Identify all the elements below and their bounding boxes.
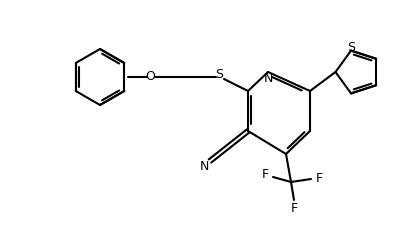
Text: S: S — [347, 41, 355, 54]
Text: O: O — [145, 70, 155, 84]
Text: F: F — [291, 201, 298, 215]
Text: N: N — [263, 72, 273, 84]
Text: S: S — [215, 67, 223, 80]
Text: F: F — [316, 172, 323, 186]
Text: N: N — [199, 160, 209, 172]
Text: F: F — [261, 168, 268, 182]
